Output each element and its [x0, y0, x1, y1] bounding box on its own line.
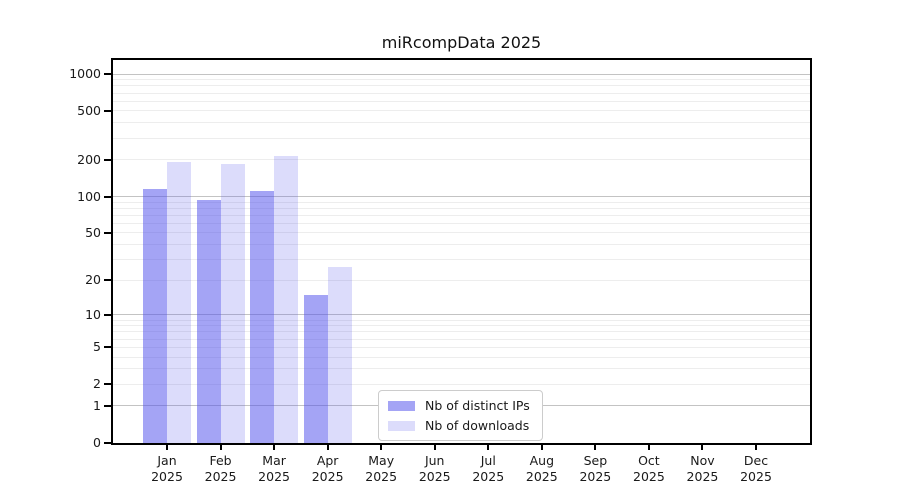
x-tick-mark [273, 445, 276, 450]
bar-nb-of-distinct-ips-feb [196, 200, 221, 443]
y-tick-label: 50 [85, 224, 101, 240]
gridline-minor [113, 122, 810, 124]
gridline-major [113, 73, 810, 75]
y-tick-label: 0 [93, 435, 101, 450]
x-tick-label: Nov 2025 [686, 453, 719, 484]
gridline-minor [113, 137, 810, 139]
x-tick-mark [487, 445, 490, 450]
x-tick-label: May 2025 [365, 453, 398, 484]
legend-entry-distinct-ips: Nb of distinct IPs [388, 398, 530, 413]
x-tick-mark [755, 445, 757, 450]
gridline-minor [113, 85, 810, 87]
gridline-minor [113, 207, 810, 209]
y-tick-mark [104, 383, 111, 386]
bar-nb-of-downloads-apr [327, 266, 352, 443]
gridline-minor [113, 159, 810, 161]
gridline-minor [113, 331, 810, 333]
y-tick-mark [104, 73, 111, 75]
gridline-minor [113, 232, 810, 234]
y-tick-mark [104, 158, 111, 161]
y-tick-label: 500 [77, 102, 101, 118]
x-tick-label: Jan 2025 [151, 453, 183, 484]
x-tick-label: Aug 2025 [525, 453, 558, 484]
y-tick-label: 2 [93, 376, 101, 392]
y-tick-mark [104, 195, 111, 198]
gridline-minor [113, 244, 810, 246]
gridline-minor [113, 279, 810, 281]
y-tick-label: 200 [77, 151, 101, 167]
x-tick-label: Mar 2025 [258, 453, 290, 484]
gridline-minor [113, 356, 810, 358]
y-tick-mark [104, 313, 111, 316]
legend-swatch-downloads [388, 420, 415, 431]
y-tick-label: 20 [85, 272, 101, 288]
x-tick-mark [540, 445, 543, 450]
y-tick-label: 1000 [69, 66, 101, 81]
y-tick-mark [104, 346, 111, 349]
x-tick-label: Jun 2025 [418, 453, 451, 484]
x-tick-mark [166, 445, 168, 450]
gridline-minor [113, 259, 810, 261]
x-tick-label: Apr 2025 [311, 453, 344, 484]
gridline-minor [113, 79, 810, 81]
gridline-minor [113, 319, 810, 321]
x-tick-mark [647, 445, 650, 450]
x-tick-label: Jul 2025 [472, 453, 505, 484]
y-tick-mark [104, 109, 111, 112]
gridline-minor [113, 214, 810, 216]
y-tick-mark [104, 279, 111, 282]
gridline-minor [113, 92, 810, 94]
y-tick-mark [104, 231, 111, 234]
y-tick-label: 5 [93, 339, 101, 355]
y-tick-mark [104, 404, 111, 407]
chart-title: miRcompData 2025 [381, 33, 542, 52]
gridline-major [113, 196, 810, 197]
x-tick-mark [701, 445, 704, 450]
bar-nb-of-downloads-feb [220, 163, 245, 443]
y-tick-label: 10 [85, 306, 101, 322]
gridline-minor [113, 383, 810, 385]
legend: Nb of distinct IPs Nb of downloads [378, 390, 543, 441]
gridline-minor [113, 368, 810, 370]
x-tick-label: Dec 2025 [740, 453, 772, 484]
x-tick-label: Oct 2025 [633, 453, 665, 484]
x-tick-mark [594, 445, 597, 450]
y-tick-label: 1 [93, 397, 101, 413]
plot-area: 0 1 2 5 10 20 50 100 200 500 1000 Jan 2025 Feb 2025… [69, 58, 812, 484]
x-tick-label: Feb 2025 [204, 453, 237, 484]
y-tick-mark [104, 442, 111, 444]
legend-entry-downloads: Nb of downloads [388, 418, 530, 433]
bar-nb-of-distinct-ips-mar [250, 191, 275, 443]
gridline-minor [113, 346, 810, 348]
legend-label-downloads: Nb of downloads [425, 418, 530, 433]
gridline-minor [113, 100, 810, 102]
bar-nb-of-downloads-mar [274, 155, 299, 443]
gridline-minor [113, 110, 810, 112]
legend-label-distinct-ips: Nb of distinct IPs [425, 398, 530, 413]
legend-swatch-distinct-ips [388, 400, 415, 411]
gridline-minor [113, 201, 810, 203]
x-tick-mark [433, 445, 436, 450]
gridline-minor [113, 222, 810, 224]
y-tick-label: 100 [77, 188, 101, 204]
x-tick-mark [380, 445, 383, 450]
bar-nb-of-distinct-ips-apr [303, 294, 328, 443]
gridline-minor [113, 325, 810, 327]
x-tick-mark [326, 445, 329, 450]
bar-nb-of-distinct-ips-jan [143, 189, 167, 443]
gridline-major [113, 314, 810, 316]
bar-nb-of-downloads-jan [167, 162, 191, 443]
gridline-minor [113, 338, 810, 340]
x-tick-label: Sep 2025 [579, 453, 612, 484]
x-tick-mark [219, 445, 222, 450]
